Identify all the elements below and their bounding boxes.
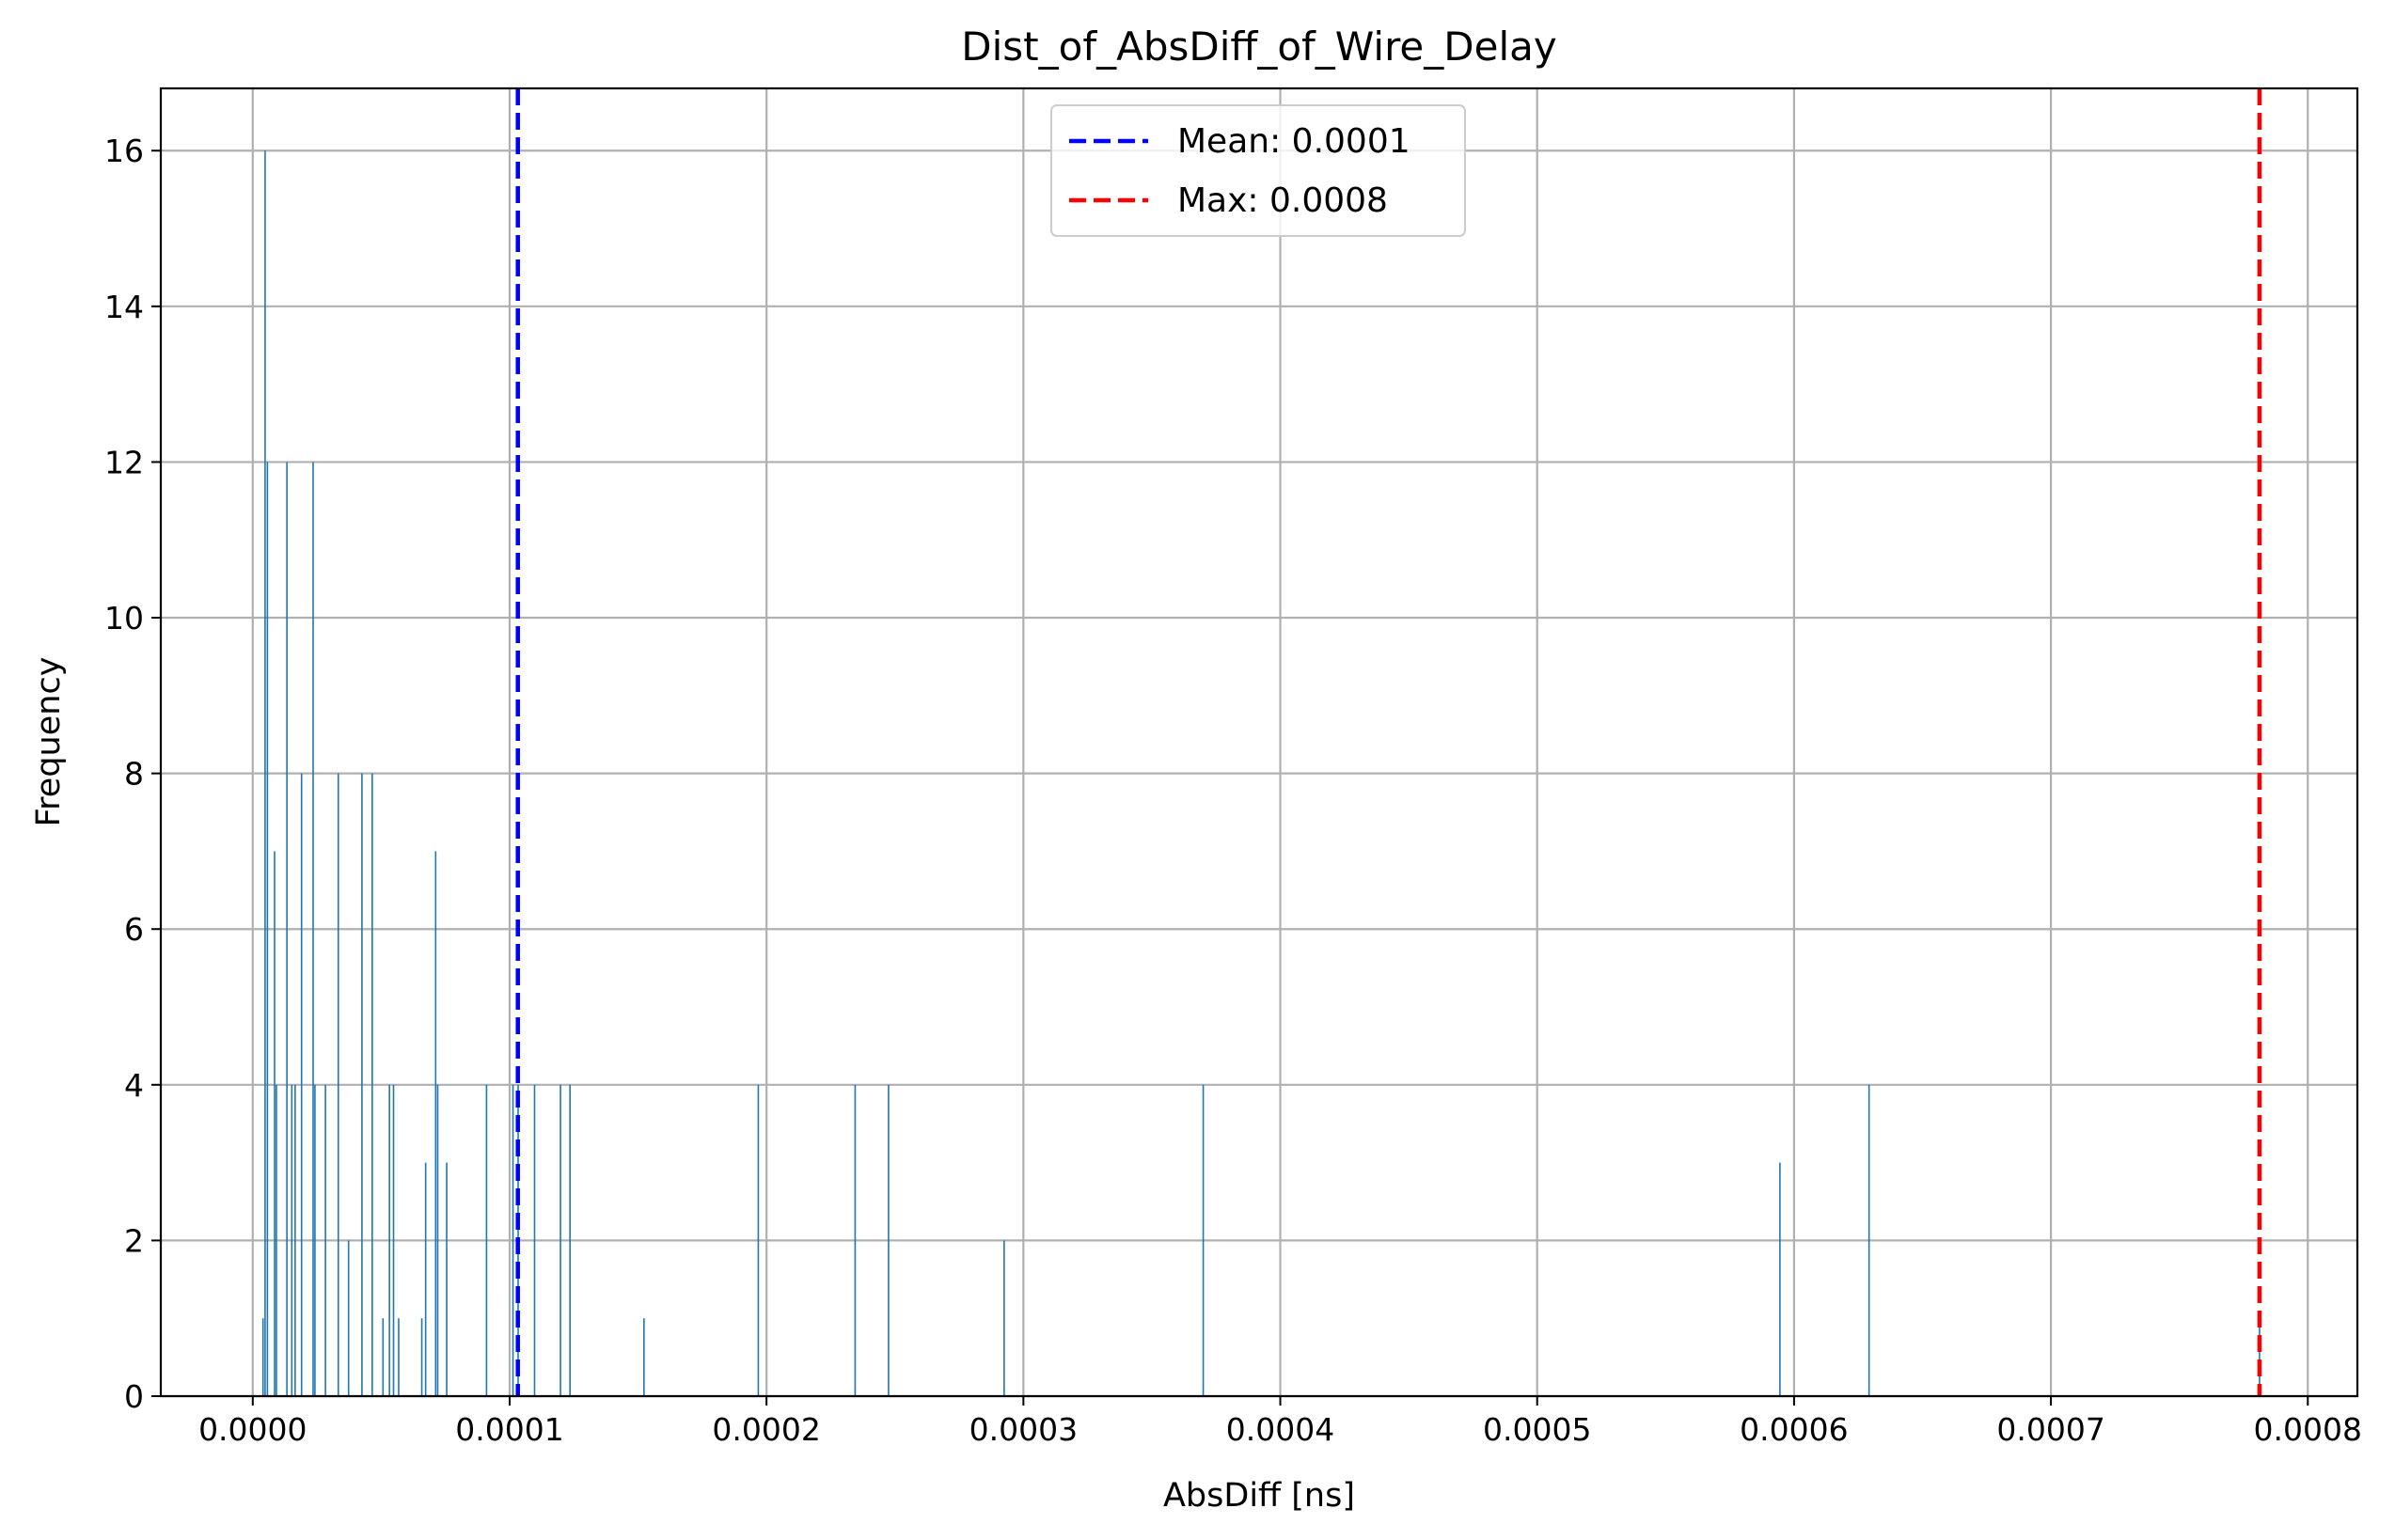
histogram-bar xyxy=(398,1318,400,1396)
histogram-bar xyxy=(434,851,437,1396)
histogram-bar xyxy=(1867,1084,1870,1396)
y-tick-label: 10 xyxy=(104,600,144,636)
histogram-bar xyxy=(485,1084,488,1396)
x-tick-label: 0.0006 xyxy=(1740,1411,1848,1448)
histogram-bar xyxy=(294,1084,296,1396)
x-axis-label: AbsDiff [ns] xyxy=(1163,1477,1355,1515)
y-tick-label: 0 xyxy=(124,1378,144,1415)
y-tick-label: 8 xyxy=(124,756,144,793)
y-axis-label: Frequency xyxy=(30,657,68,827)
legend-mean-label: Mean: 0.0001 xyxy=(1177,122,1410,161)
histogram-bar xyxy=(337,773,339,1396)
x-tick-label: 0.0001 xyxy=(455,1411,563,1448)
histogram-bar xyxy=(569,1084,571,1396)
histogram-bar xyxy=(264,150,266,1397)
reference-lines xyxy=(515,88,2262,1396)
histogram-bar xyxy=(388,1084,390,1396)
histogram-bar xyxy=(512,1084,514,1396)
legend-max-label: Max: 0.0008 xyxy=(1177,181,1388,220)
histogram-bar xyxy=(1779,1162,1781,1396)
plot-frame xyxy=(159,86,2359,1398)
histogram-bar xyxy=(300,773,303,1396)
x-axis-ticks: 0.0000 0.0001 0.0002 0.0003 0.0004 0.0005 0.00… xyxy=(198,1396,2362,1448)
histogram-bar xyxy=(392,1084,395,1396)
y-tick-label: 6 xyxy=(124,911,144,948)
histogram-bar xyxy=(274,851,276,1396)
legend: Mean: 0.0001 Max: 0.0008 xyxy=(1050,104,1466,237)
histogram-bar xyxy=(347,1240,350,1396)
histogram-bar xyxy=(757,1084,760,1396)
histogram-bar xyxy=(261,1318,264,1396)
x-tick-label: 0.0000 xyxy=(198,1411,307,1448)
histogram-bar xyxy=(436,1084,439,1396)
x-tick-label: 0.0007 xyxy=(1996,1411,2104,1448)
y-tick-label: 14 xyxy=(104,289,144,325)
histogram-bar xyxy=(286,462,288,1396)
x-tick-label: 0.0003 xyxy=(969,1411,1078,1448)
histogram-bar xyxy=(276,1084,277,1396)
histogram-bar xyxy=(643,1318,645,1396)
histogram-bar xyxy=(312,462,314,1396)
histogram-bar xyxy=(324,1084,326,1396)
y-tick-label: 12 xyxy=(104,444,144,480)
histogram-bar xyxy=(2259,1318,2261,1396)
histogram-bar xyxy=(533,1084,536,1396)
histogram-bar xyxy=(1202,1084,1205,1396)
histogram-bar xyxy=(361,773,363,1396)
histogram-bar xyxy=(371,773,373,1396)
histogram-bar xyxy=(382,1318,385,1396)
x-tick-label: 0.0005 xyxy=(1483,1411,1591,1448)
y-tick-label: 4 xyxy=(124,1067,144,1104)
histogram-bar xyxy=(420,1318,423,1396)
y-axis-ticks: 0 2 4 6 8 10 12 14 16 xyxy=(104,133,161,1415)
chart-title: Dist_of_AbsDiff_of_Wire_Delay xyxy=(961,24,1556,70)
histogram-bar xyxy=(888,1084,890,1396)
histogram-bar xyxy=(266,462,269,1396)
histogram-bar xyxy=(446,1162,448,1396)
histogram-bar xyxy=(1003,1240,1005,1396)
histogram-bar xyxy=(854,1084,857,1396)
histogram-bar xyxy=(424,1162,427,1396)
histogram-bar xyxy=(314,1084,316,1396)
x-tick-label: 0.0004 xyxy=(1226,1411,1334,1448)
histogram-bar xyxy=(291,1084,293,1396)
y-tick-label: 2 xyxy=(124,1222,144,1259)
y-tick-label: 16 xyxy=(104,133,144,169)
histogram-bar xyxy=(559,1084,561,1396)
x-tick-label: 0.0002 xyxy=(712,1411,820,1448)
legend-box xyxy=(1050,104,1466,237)
x-tick-label: 0.0008 xyxy=(2254,1411,2362,1448)
